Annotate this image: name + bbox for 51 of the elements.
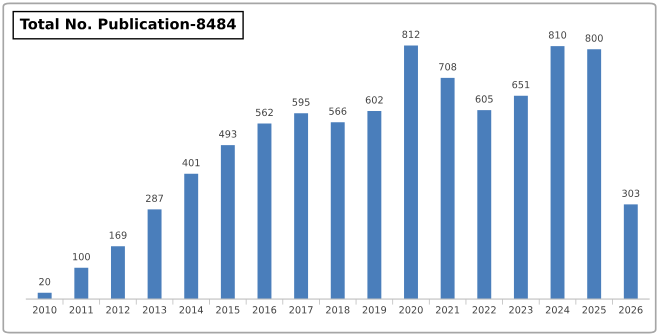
bar [587, 49, 602, 300]
x-tick-label: 2017 [289, 306, 313, 314]
x-tick-label: 2025 [582, 306, 606, 314]
bar [148, 209, 162, 300]
bar [367, 111, 382, 300]
bar [440, 78, 455, 300]
bar [294, 113, 308, 300]
data-label: 100 [73, 253, 90, 260]
data-label: 602 [366, 96, 383, 104]
bar [330, 122, 345, 300]
data-label: 651 [512, 80, 530, 88]
x-tick-label: 2022 [472, 306, 496, 314]
x-tick-label: 2012 [106, 306, 130, 314]
data-label: 303 [622, 190, 640, 197]
x-tick-label: 2021 [436, 306, 460, 314]
data-label: 493 [219, 130, 236, 138]
data-label: 800 [586, 34, 603, 42]
x-tick-label: 2013 [142, 306, 166, 314]
data-label: 605 [476, 95, 493, 103]
bar [110, 246, 125, 300]
x-tick-label: 2019 [362, 306, 386, 314]
data-label: 20 [39, 278, 50, 286]
data-label: 287 [146, 194, 164, 202]
x-tick-label: 2010 [33, 306, 56, 314]
x-tick-label: 2014 [180, 306, 204, 314]
data-label: 595 [292, 98, 310, 106]
data-label: 401 [182, 159, 200, 166]
bar [404, 45, 418, 300]
data-label: 169 [110, 231, 127, 239]
x-tick-label: 2018 [326, 306, 350, 314]
x-tick-label: 2023 [509, 306, 532, 314]
data-label: 566 [329, 107, 346, 115]
bar [477, 110, 492, 300]
data-label: 812 [402, 30, 420, 38]
bar [74, 268, 88, 300]
bar [220, 145, 235, 300]
bar [258, 124, 272, 300]
bar [550, 46, 564, 300]
x-tick-label: 2024 [546, 306, 570, 314]
bar [184, 174, 198, 300]
x-tick-label: 2011 [70, 306, 93, 314]
x-tick-label: 2020 [399, 306, 423, 314]
x-tick-label: 2016 [252, 306, 276, 314]
data-label: 810 [548, 31, 566, 39]
x-tick-label: 2015 [216, 306, 240, 314]
x-tick-label: 2026 [619, 306, 643, 314]
bar [624, 204, 638, 300]
data-label: 562 [256, 108, 273, 116]
bar [514, 96, 528, 300]
data-label: 708 [439, 63, 456, 70]
chart-title: Total No. Publication-8484 [20, 18, 236, 30]
